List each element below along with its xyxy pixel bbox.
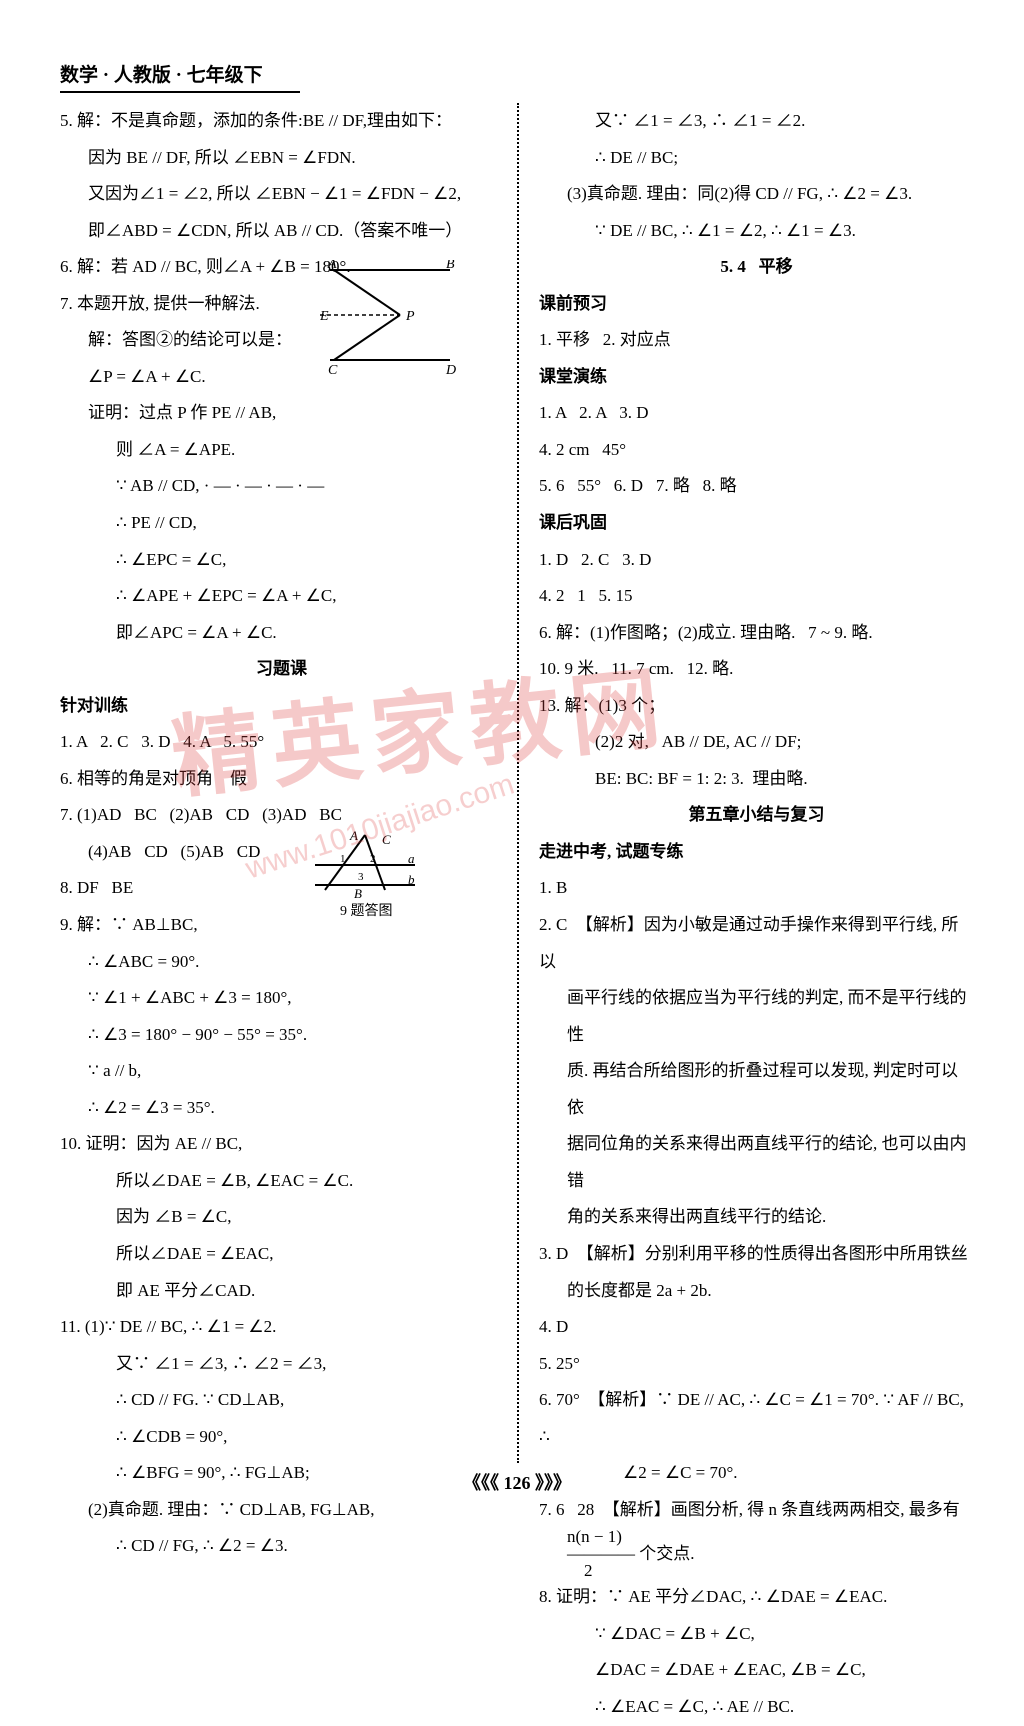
text-line: ∴ ∠ABC = 90°. <box>60 944 503 981</box>
text-line: (4)AB CD (5)AB CD <box>60 834 503 871</box>
section-title: 课后巩固 <box>539 505 974 542</box>
svg-text:D: D <box>445 363 456 378</box>
text-line: ∠2 = ∠C = 70°. <box>539 1455 974 1492</box>
svg-text:A: A <box>327 260 337 272</box>
svg-text:C: C <box>328 363 338 378</box>
svg-text:B: B <box>446 260 455 272</box>
text-line: (2)真命题. 理由：∵ CD⊥AB, FG⊥AB, <box>60 1492 503 1529</box>
text-line: ∴ ∠BFG = 90°, ∴ FG⊥AB; <box>60 1455 503 1492</box>
text-line: 的长度都是 2a + 2b. <box>539 1273 974 1310</box>
text-line: ∴ CD // FG. ∵ CD⊥AB, <box>60 1382 503 1419</box>
svg-text:b: b <box>408 872 415 887</box>
text-line: 所以∠DAE = ∠EAC, <box>60 1236 503 1273</box>
text-line: 画平行线的依据应当为平行线的判定, 而不是平行线的性 <box>539 980 974 1053</box>
text-line: 6. 解：(1)作图略；(2)成立. 理由略. 7 ~ 9. 略. <box>539 615 974 652</box>
text-line: 7. 6 28 【解析】画图分析, 得 n 条直线两两相交, 最多有 <box>539 1492 974 1529</box>
text-line: 8. 证明：∵ AE 平分∠DAC, ∴ ∠DAE = ∠EAC. <box>539 1579 974 1616</box>
text-line: ∴ PE // CD, <box>60 505 503 542</box>
text-line: 又∵ ∠1 = ∠3, ∴ ∠2 = ∠3, <box>60 1346 503 1383</box>
text-line: ∴ DE // BC; <box>539 140 974 177</box>
right-column: 又∵ ∠1 = ∠3, ∴ ∠1 = ∠2. ∴ DE // BC; (3)真命… <box>517 103 974 1463</box>
text-line: 11. (1)∵ DE // BC, ∴ ∠1 = ∠2. <box>60 1309 503 1346</box>
text-line: ∴ ∠EAC = ∠C, ∴ AE // BC. <box>539 1689 974 1726</box>
text-line: 2. C 【解析】因为小敏是通过动手操作来得到平行线, 所以 <box>539 907 974 980</box>
text-line: 所以∠DAE = ∠B, ∠EAC = ∠C. <box>60 1163 503 1200</box>
text-line: 证明：过点 P 作 PE // AB, <box>60 395 503 432</box>
text-line: 则 ∠A = ∠APE. <box>60 432 503 469</box>
text-line: (3)真命题. 理由：同(2)得 CD // FG, ∴ ∠2 = ∠3. <box>539 176 974 213</box>
section-title: 走进中考, 试题专练 <box>539 834 974 871</box>
angle-diagram: A C 1 2 3 a b B <box>310 830 420 900</box>
section-title: 5. 4 平移 <box>539 249 974 286</box>
text-line: 10. 9 米. 11. 7 cm. 12. 略. <box>539 651 974 688</box>
svg-text:P: P <box>405 309 415 324</box>
text-line: ———— 个交点. <box>539 1545 974 1562</box>
text-line: 1. 平移 2. 对应点 <box>539 322 974 359</box>
text-line: 5. 解：不是真命题，添加的条件:BE // DF,理由如下： <box>60 103 503 140</box>
text-line: 5. 25° <box>539 1346 974 1383</box>
text-line: ∴ ∠3 = 180° − 90° − 55° = 35°. <box>60 1017 503 1054</box>
text-line: ∴ CD // FG, ∴ ∠2 = ∠3. <box>60 1528 503 1565</box>
text-line: 6. 相等的角是对顶角 假 <box>60 761 503 798</box>
svg-text:B: B <box>354 886 362 900</box>
svg-text:C: C <box>382 832 391 847</box>
text-line: n(n − 1) <box>539 1528 974 1545</box>
text-line: 1. A 2. C 3. D 4. A 5. 55° <box>60 724 503 761</box>
text-line: 质. 再结合所给图形的折叠过程可以发现, 判定时可以依 <box>539 1053 974 1126</box>
text-line: 3. D 【解析】分别利用平移的性质得出各图形中所用铁丝 <box>539 1236 974 1273</box>
text-line: 7. (1)AD BC (2)AB CD (3)AD BC <box>60 797 503 834</box>
text-line: 8. DF BE <box>60 870 503 907</box>
text-line: 又∵ ∠1 = ∠3, ∴ ∠1 = ∠2. <box>539 103 974 140</box>
text-line: ∴ ∠APE + ∠EPC = ∠A + ∠C, <box>60 578 503 615</box>
text-line: 6. 70° 【解析】∵ DE // AC, ∴ ∠C = ∠1 = 70°. … <box>539 1382 974 1455</box>
text-line: 4. 2 cm 45° <box>539 432 974 469</box>
text-line: 1. B <box>539 870 974 907</box>
text-line: 即∠ABD = ∠CDN, 所以 AB // CD.（答案不唯一） <box>60 213 503 250</box>
text-line: ∵ ∠1 + ∠ABC + ∠3 = 180°, <box>60 980 503 1017</box>
text-line: 13. 解：(1)3 个； <box>539 688 974 725</box>
svg-text:a: a <box>408 851 415 866</box>
section-title: 针对训练 <box>60 688 503 725</box>
page-header: 数学 · 人教版 · 七年级下 <box>60 60 300 93</box>
section-title: 第五章小结与复习 <box>539 797 974 834</box>
columns: 5. 解：不是真命题，添加的条件:BE // DF,理由如下： 因为 BE //… <box>60 103 974 1463</box>
text-line: 又因为∠1 = ∠2, 所以 ∠EBN − ∠1 = ∠FDN − ∠2, <box>60 176 503 213</box>
text-line: 因为 BE // DF, 所以 ∠EBN = ∠FDN. <box>60 140 503 177</box>
svg-text:E: E <box>320 309 329 324</box>
svg-text:3: 3 <box>358 871 364 883</box>
text-line: 因为 ∠B = ∠C, <box>60 1199 503 1236</box>
text-line: ∴ ∠EPC = ∠C, <box>60 542 503 579</box>
zigzag-diagram: A B E P C D <box>320 260 460 380</box>
text-line: 2 <box>539 1562 974 1579</box>
text-line: 即∠APC = ∠A + ∠C. <box>60 615 503 652</box>
text-line: 4. D <box>539 1309 974 1346</box>
text-line: 角的关系来得出两直线平行的结论. <box>539 1199 974 1236</box>
text-line: 5. 6 55° 6. D 7. 略 8. 略 <box>539 468 974 505</box>
text-line: ∵ DE // BC, ∴ ∠1 = ∠2, ∴ ∠1 = ∠3. <box>539 213 974 250</box>
text-line: ∵ ∠DAC = ∠B + ∠C, <box>539 1616 974 1653</box>
text-line: ∵ a // b, <box>60 1053 503 1090</box>
text-line: 即 AE 平分∠CAD. <box>60 1273 503 1310</box>
svg-text:A: A <box>349 830 358 843</box>
text-line: ∴ ∠CDB = 90°, <box>60 1419 503 1456</box>
text-line: (2)2 对, AB // DE, AC // DF; <box>539 724 974 761</box>
text-line: BE: BC: BF = 1: 2: 3. 理由略. <box>539 761 974 798</box>
text-line: 9. 解：∵ AB⊥BC, <box>60 907 503 944</box>
section-title: 课堂演练 <box>539 359 974 396</box>
section-title: 课前预习 <box>539 286 974 323</box>
text-line: 4. 2 1 5. 15 <box>539 578 974 615</box>
text-line: ∠DAC = ∠DAE + ∠EAC, ∠B = ∠C, <box>539 1652 974 1689</box>
text-line: 1. A 2. A 3. D <box>539 395 974 432</box>
svg-text:2: 2 <box>370 853 376 865</box>
text-line: ∴ ∠2 = ∠3 = 35°. <box>60 1090 503 1127</box>
text-line: 10. 证明：因为 AE // BC, <box>60 1126 503 1163</box>
svg-text:1: 1 <box>340 853 346 865</box>
figure-caption: 9 题答图 <box>340 900 393 920</box>
text-line: ∵ AB // CD, · — · — · — · — <box>60 468 503 505</box>
section-title: 习题课 <box>60 651 503 688</box>
text-line: 据同位角的关系来得出两直线平行的结论, 也可以由内错 <box>539 1126 974 1199</box>
text-line: 1. D 2. C 3. D <box>539 542 974 579</box>
